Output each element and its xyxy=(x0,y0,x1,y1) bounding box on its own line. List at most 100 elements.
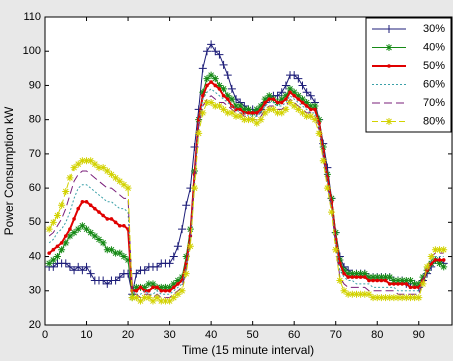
marker xyxy=(55,244,60,249)
marker xyxy=(348,290,356,298)
marker xyxy=(274,109,282,117)
legend-box xyxy=(365,17,452,133)
x-axis-label: Time (15 minute interval) xyxy=(182,343,314,357)
marker xyxy=(224,109,232,117)
marker xyxy=(213,83,218,88)
marker xyxy=(240,105,248,113)
marker xyxy=(221,93,226,98)
marker xyxy=(215,50,224,59)
marker xyxy=(167,288,172,293)
marker xyxy=(68,227,72,231)
marker xyxy=(182,253,190,261)
marker xyxy=(275,100,280,105)
marker xyxy=(147,288,151,293)
marker xyxy=(170,280,178,288)
marker xyxy=(49,262,58,271)
marker xyxy=(103,167,111,175)
marker xyxy=(394,294,402,302)
marker xyxy=(111,276,120,285)
marker xyxy=(387,64,391,68)
y-tick-label: 70 xyxy=(29,148,41,160)
marker xyxy=(178,287,186,295)
marker xyxy=(215,102,223,110)
marker xyxy=(323,184,331,192)
marker xyxy=(101,213,105,218)
marker xyxy=(62,188,70,196)
marker xyxy=(375,278,380,283)
marker xyxy=(379,278,384,283)
marker xyxy=(120,253,128,261)
marker xyxy=(253,105,261,113)
marker xyxy=(300,100,305,105)
marker xyxy=(124,184,132,192)
marker xyxy=(361,290,369,298)
marker xyxy=(382,294,390,302)
marker xyxy=(396,282,400,286)
marker xyxy=(373,294,381,302)
marker xyxy=(170,294,178,302)
marker xyxy=(311,102,319,110)
marker xyxy=(263,100,267,105)
marker xyxy=(365,290,373,298)
marker xyxy=(117,223,122,228)
marker xyxy=(404,282,409,286)
marker xyxy=(45,225,53,233)
marker xyxy=(369,273,377,281)
x-tick-label: 80 xyxy=(371,329,383,341)
x-tick-label: 20 xyxy=(122,329,134,341)
marker xyxy=(215,81,223,89)
marker xyxy=(53,211,61,219)
marker xyxy=(342,271,346,276)
marker xyxy=(373,273,381,281)
marker xyxy=(346,275,350,279)
marker xyxy=(311,116,319,124)
y-tick-label: 50 xyxy=(29,216,41,228)
marker xyxy=(128,294,136,302)
marker xyxy=(138,285,143,290)
marker xyxy=(207,40,216,49)
marker xyxy=(419,273,427,281)
marker xyxy=(387,282,392,286)
marker xyxy=(286,99,294,107)
marker xyxy=(427,253,435,261)
marker xyxy=(253,119,261,127)
marker xyxy=(99,164,107,172)
marker xyxy=(352,270,360,278)
marker xyxy=(203,99,211,107)
marker xyxy=(282,105,290,113)
marker xyxy=(340,266,348,274)
marker xyxy=(361,270,369,278)
marker xyxy=(186,242,194,250)
marker xyxy=(74,225,82,233)
marker xyxy=(173,242,182,251)
x-tick-label: 10 xyxy=(80,329,92,341)
marker xyxy=(207,71,215,79)
marker xyxy=(236,112,244,120)
marker xyxy=(47,251,51,255)
series-line xyxy=(48,88,444,295)
marker xyxy=(78,266,87,275)
marker xyxy=(377,294,385,302)
marker xyxy=(265,92,273,100)
marker xyxy=(66,174,74,182)
marker xyxy=(313,107,317,112)
marker xyxy=(238,107,242,112)
marker xyxy=(207,99,215,107)
marker xyxy=(122,223,126,228)
marker xyxy=(182,270,190,278)
marker xyxy=(53,253,61,261)
marker xyxy=(72,217,76,221)
marker xyxy=(354,275,359,279)
marker xyxy=(91,160,99,168)
marker xyxy=(145,294,153,302)
x-tick-label: 50 xyxy=(247,329,259,341)
marker xyxy=(132,269,141,278)
marker xyxy=(84,200,89,204)
marker xyxy=(402,294,410,302)
marker xyxy=(120,181,128,189)
marker xyxy=(358,275,363,279)
legend-label: 40% xyxy=(423,41,445,53)
marker xyxy=(107,170,115,178)
marker xyxy=(273,91,282,100)
marker xyxy=(49,218,57,226)
